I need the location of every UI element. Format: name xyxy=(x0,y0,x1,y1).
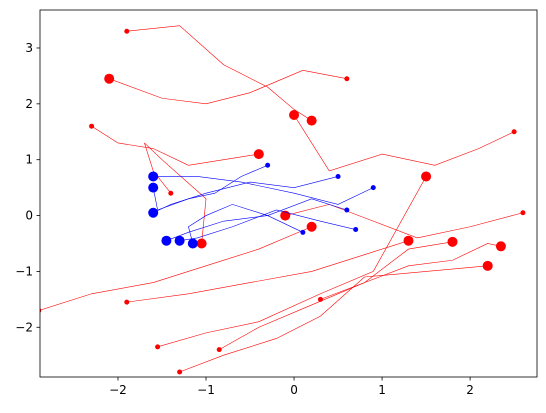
end-point xyxy=(253,149,264,160)
y-tick-label: 2 xyxy=(25,97,33,111)
y-tick-label: 1 xyxy=(25,153,33,167)
end-point xyxy=(495,241,506,252)
walk-line xyxy=(219,241,453,350)
start-point xyxy=(370,185,376,191)
end-point xyxy=(403,235,414,246)
end-point xyxy=(447,236,458,247)
x-tick-label: 1 xyxy=(378,383,386,397)
walk-line xyxy=(91,125,259,166)
end-point xyxy=(306,115,317,126)
walk-line xyxy=(166,198,347,241)
walk-line xyxy=(153,176,339,214)
walk-line xyxy=(144,142,207,244)
walk-line xyxy=(126,240,409,303)
start-point xyxy=(520,210,526,216)
walk-line xyxy=(109,70,347,105)
start-point xyxy=(155,344,161,350)
end-point xyxy=(174,235,185,246)
start-point xyxy=(344,76,350,82)
walk-line xyxy=(153,176,374,205)
start-point xyxy=(511,129,517,135)
start-point xyxy=(335,173,341,179)
walk-line xyxy=(320,243,501,300)
end-point xyxy=(104,73,115,84)
walk-line xyxy=(179,209,356,241)
y-tick-label: 3 xyxy=(25,41,33,55)
walk-line xyxy=(188,204,303,244)
end-point xyxy=(148,171,159,182)
x-tick-label: −1 xyxy=(197,383,215,397)
end-point xyxy=(421,171,432,182)
x-tick-label: −2 xyxy=(109,383,127,397)
start-point xyxy=(89,123,95,129)
start-point xyxy=(124,299,130,305)
start-point xyxy=(40,308,42,313)
start-point xyxy=(216,347,222,353)
end-point xyxy=(187,238,198,249)
start-point xyxy=(265,162,271,168)
walk-line xyxy=(293,114,515,172)
y-tick-label: 0 xyxy=(25,209,33,223)
walk-line xyxy=(179,265,488,373)
walk-line xyxy=(152,165,268,211)
start-point xyxy=(300,229,306,235)
start-point xyxy=(353,227,359,233)
x-tick-label: 2 xyxy=(466,383,474,397)
walk-line xyxy=(40,226,312,311)
start-point xyxy=(177,369,183,375)
start-point xyxy=(168,190,174,196)
end-point xyxy=(289,110,300,121)
walk-line xyxy=(285,204,523,239)
end-point xyxy=(148,207,159,218)
axes-frame xyxy=(39,9,538,378)
y-tick-label: −1 xyxy=(15,264,33,278)
start-point xyxy=(344,207,350,213)
walk-line xyxy=(126,25,312,121)
y-tick-label: −2 xyxy=(15,320,33,334)
end-point xyxy=(482,260,493,271)
end-point xyxy=(148,182,159,193)
plot-area xyxy=(40,25,526,375)
walk-line xyxy=(157,176,427,348)
x-tick-label: 0 xyxy=(290,383,298,397)
end-point xyxy=(306,221,317,232)
end-point xyxy=(196,238,207,249)
end-point xyxy=(161,235,172,246)
start-point xyxy=(124,28,130,34)
